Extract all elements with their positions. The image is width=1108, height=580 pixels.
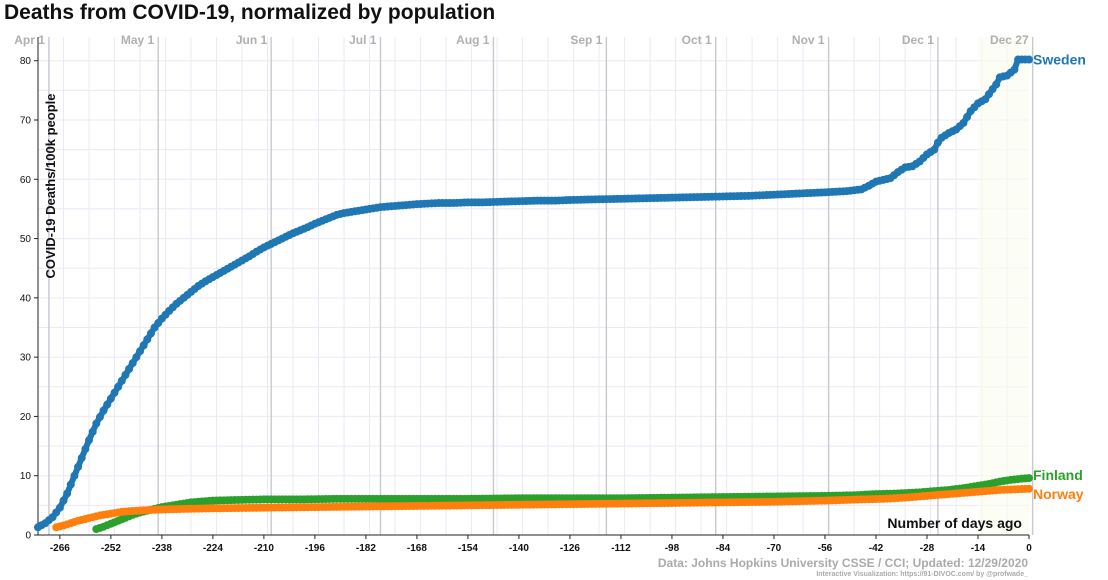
x-tick-label: -252 [101,543,121,554]
series-label-finland: Finland [1033,467,1083,483]
data-point-sweden[interactable] [1010,65,1019,74]
data-point-sweden[interactable] [110,388,119,397]
data-point-sweden[interactable] [128,359,137,368]
x-tick-label: -70 [767,543,782,554]
y-tick-label: 0 [25,531,31,542]
data-point-sweden[interactable] [106,394,115,403]
data-point-sweden[interactable] [63,489,72,498]
data-point-sweden[interactable] [963,113,972,122]
data-point-sweden[interactable] [959,118,968,127]
data-point-sweden[interactable] [136,347,145,356]
x-tick-label: -266 [50,543,70,554]
data-point-sweden[interactable] [1025,55,1033,64]
data-point-sweden[interactable] [59,496,68,505]
y-tick-label: 10 [20,471,32,482]
x-tick-label: -14 [971,543,986,554]
y-tick-label: 60 [20,175,32,186]
data-point-sweden[interactable] [55,503,64,512]
month-label: Jun 1 [236,33,268,47]
x-tick-label: -28 [920,543,935,554]
x-tick-label: -168 [407,543,427,554]
month-label: Oct 1 [682,33,712,47]
data-point-sweden[interactable] [85,436,94,445]
data-point-sweden[interactable] [143,335,152,344]
x-tick-label: -98 [665,543,680,554]
x-axis-label: Number of days ago [887,515,1022,531]
data-point-sweden[interactable] [81,445,90,454]
data-point-norway[interactable] [1025,484,1033,493]
y-tick-label: 30 [20,353,32,364]
series-label-sweden: Sweden [1033,52,1086,68]
visualization-credit: Interactive Visualization: https://91-DI… [816,571,1028,578]
month-label: Dec 1 [902,33,934,47]
x-tick-label: -182 [356,543,376,554]
data-point-sweden[interactable] [114,382,123,391]
month-label: Jul 1 [349,33,377,47]
data-point-sweden[interactable] [103,400,112,409]
data-point-sweden[interactable] [121,370,130,379]
data-point-sweden[interactable] [95,413,104,422]
chart-title: Deaths from COVID-19, normalized by popu… [4,1,496,24]
x-tick-label: -56 [818,543,833,554]
x-tick-label: 0 [1026,543,1032,554]
x-tick-label: -224 [203,543,223,554]
x-tick-label: -140 [509,543,529,554]
month-label: Aug 1 [456,33,490,47]
y-axis-label: COVID-19 Deaths/100k people [43,94,58,279]
x-tick-label: -84 [716,543,731,554]
data-point-sweden[interactable] [77,453,86,462]
month-label: Nov 1 [792,33,825,47]
x-tick-label: -126 [560,543,580,554]
series-label-norway: Norway [1033,486,1084,502]
data-point-sweden[interactable] [992,80,1001,89]
data-point-sweden[interactable] [132,353,141,362]
data-point-sweden[interactable] [88,427,97,436]
x-tick-label: -238 [152,543,172,554]
y-tick-label: 20 [20,412,32,423]
y-tick-label: 80 [20,56,32,67]
month-label: Dec 27 [990,33,1029,47]
x-tick-label: -196 [305,543,325,554]
y-tick-label: 50 [20,234,32,245]
data-source-note: Data: Johns Hopkins University CSSE / CC… [657,556,1028,570]
x-tick-label: -112 [611,543,631,554]
data-point-sweden[interactable] [66,480,75,489]
month-label: May 1 [121,33,155,47]
x-tick-label: -154 [458,543,478,554]
month-label: Sep 1 [570,33,602,47]
data-point-sweden[interactable] [70,471,79,480]
x-tick-label: -42 [869,543,884,554]
data-point-finland[interactable] [1025,474,1033,483]
data-point-sweden[interactable] [139,341,148,350]
month-label: Apr 1 [14,33,45,47]
data-point-sweden[interactable] [125,365,134,373]
data-point-sweden[interactable] [146,329,155,338]
data-point-sweden[interactable] [92,419,101,428]
y-tick-label: 70 [20,116,32,127]
data-point-sweden[interactable] [117,376,126,385]
data-point-sweden[interactable] [930,145,939,154]
y-tick-label: 40 [20,293,32,304]
data-point-sweden[interactable] [99,406,108,415]
x-tick-label: -210 [254,543,274,554]
data-point-sweden[interactable] [74,462,83,471]
recent-band [977,37,1029,535]
